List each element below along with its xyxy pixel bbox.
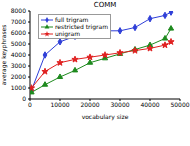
svg-text:0: 0 bbox=[22, 95, 26, 102]
html-text:unigram: unigram bbox=[55, 30, 81, 37]
svg-text:40000: 40000 bbox=[140, 101, 159, 108]
html-text:restricted trigram: restricted trigram bbox=[55, 23, 108, 30]
html-text:full trigram: full trigram bbox=[55, 16, 89, 23]
svg-text:30000: 30000 bbox=[110, 101, 129, 108]
svg-text:8000: 8000 bbox=[11, 7, 26, 14]
svg-text:5000: 5000 bbox=[11, 40, 26, 47]
svg-text:7000: 7000 bbox=[11, 18, 26, 25]
svg-text:4000: 4000 bbox=[11, 51, 26, 58]
svg-text:1000: 1000 bbox=[11, 84, 26, 91]
html-text:COMM: COMM bbox=[93, 1, 117, 9]
svg-text:vocabulary size: vocabulary size bbox=[82, 113, 129, 121]
svg-text:2000: 2000 bbox=[11, 73, 26, 80]
svg-text:10000: 10000 bbox=[50, 101, 69, 108]
svg-text:6000: 6000 bbox=[11, 29, 26, 36]
svg-text:20000: 20000 bbox=[80, 101, 99, 108]
svg-text:average keyphrases: average keyphrases bbox=[8, 25, 9, 86]
svg-text:3000: 3000 bbox=[11, 62, 26, 69]
svg-text:0: 0 bbox=[28, 101, 32, 108]
svg-text:50000: 50000 bbox=[170, 101, 182, 108]
